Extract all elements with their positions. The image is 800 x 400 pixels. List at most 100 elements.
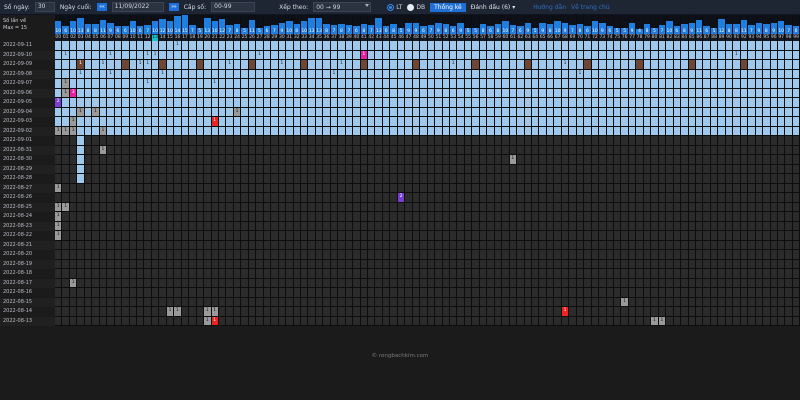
grid-cell[interactable] <box>218 107 227 117</box>
grid-cell[interactable] <box>479 297 488 307</box>
grid-cell[interactable] <box>375 164 383 174</box>
grid-cell[interactable] <box>92 259 100 269</box>
grid-cell[interactable] <box>517 98 525 108</box>
grid-cell[interactable] <box>278 164 287 174</box>
grid-cell[interactable] <box>599 240 607 250</box>
grid-cell[interactable] <box>166 231 175 241</box>
grid-cell[interactable] <box>271 240 279 250</box>
grid-cell[interactable] <box>278 269 287 279</box>
grid-cell[interactable] <box>442 259 451 269</box>
grid-cell[interactable] <box>263 231 272 241</box>
grid-cell[interactable] <box>55 164 63 174</box>
grid-cell[interactable] <box>584 259 592 269</box>
grid-cell[interactable] <box>636 164 644 174</box>
column-header-75[interactable]: 75 <box>613 34 621 41</box>
grid-cell[interactable] <box>286 316 294 326</box>
grid-cell[interactable] <box>271 136 279 146</box>
grid-cell[interactable] <box>136 164 145 174</box>
grid-cell[interactable] <box>487 250 495 260</box>
grid-cell[interactable] <box>472 69 480 79</box>
grid-cell[interactable] <box>62 269 70 279</box>
grid-cell[interactable] <box>315 117 324 127</box>
grid-cell[interactable] <box>643 98 652 108</box>
grid-cell[interactable] <box>84 50 93 60</box>
grid-cell[interactable] <box>569 79 577 89</box>
column-header-90[interactable]: 90 <box>725 34 733 41</box>
grid-cell[interactable] <box>688 117 696 127</box>
grid-cell[interactable] <box>211 88 219 98</box>
grid-cell[interactable] <box>740 145 749 155</box>
grid-cell[interactable] <box>241 174 249 184</box>
grid-cell[interactable] <box>770 316 778 326</box>
column-header-01[interactable]: 01 <box>62 34 69 41</box>
grid-cell[interactable] <box>315 136 324 146</box>
grid-cell[interactable] <box>218 316 227 326</box>
grid-cell[interactable] <box>733 136 741 146</box>
grid-cell[interactable] <box>464 41 473 51</box>
grid-cell[interactable] <box>62 259 70 269</box>
grid-cell[interactable] <box>733 231 741 241</box>
grid-cell[interactable] <box>233 88 242 98</box>
grid-cell[interactable] <box>450 183 458 193</box>
grid-cell[interactable] <box>122 50 130 60</box>
grid-cell[interactable] <box>748 221 756 231</box>
grid-cell[interactable] <box>688 79 696 89</box>
grid-cell[interactable] <box>84 41 93 51</box>
grid-cell[interactable] <box>643 269 652 279</box>
grid-cell[interactable] <box>748 240 756 250</box>
grid-cell[interactable] <box>412 231 421 241</box>
column-header-57[interactable]: 57 <box>479 34 487 41</box>
fastforward-icon[interactable]: »» <box>168 3 179 11</box>
grid-cell[interactable] <box>450 145 458 155</box>
grid-cell[interactable] <box>740 193 749 203</box>
grid-cell[interactable] <box>509 269 518 279</box>
grid-cell[interactable] <box>517 316 525 326</box>
grid-cell[interactable] <box>390 212 398 222</box>
grid-cell[interactable] <box>673 278 682 288</box>
grid-cell[interactable] <box>107 155 115 165</box>
grid-cell[interactable] <box>278 297 287 307</box>
grid-cell[interactable] <box>62 231 70 241</box>
grid-cell[interactable] <box>681 278 689 288</box>
grid-cell[interactable] <box>353 221 361 231</box>
grid-cell[interactable] <box>256 288 264 298</box>
grid-cell[interactable] <box>792 259 800 269</box>
grid-cell[interactable] <box>502 117 510 127</box>
grid-cell[interactable] <box>718 307 726 317</box>
grid-cell[interactable] <box>248 60 257 70</box>
grid-cell[interactable] <box>353 240 361 250</box>
grid-cell[interactable] <box>748 50 756 60</box>
grid-cell[interactable] <box>792 50 800 60</box>
grid-cell[interactable] <box>651 202 659 212</box>
grid-cell[interactable] <box>256 278 264 288</box>
grid-cell[interactable] <box>591 250 600 260</box>
grid-cell[interactable] <box>755 288 764 298</box>
grid-cell[interactable] <box>763 164 771 174</box>
grid-cell[interactable] <box>323 98 331 108</box>
grid-cell[interactable] <box>621 183 629 193</box>
grid-cell[interactable] <box>770 79 778 89</box>
grid-cell[interactable] <box>196 259 205 269</box>
grid-cell[interactable] <box>256 88 264 98</box>
grid-cell[interactable] <box>382 107 391 117</box>
column-header-84[interactable]: 84 <box>681 34 688 41</box>
grid-cell[interactable] <box>196 288 205 298</box>
grid-cell[interactable] <box>472 136 480 146</box>
grid-cell[interactable] <box>695 174 704 184</box>
grid-cell[interactable] <box>241 269 249 279</box>
grid-cell[interactable] <box>606 316 614 326</box>
column-header-02[interactable]: 02 <box>69 34 77 41</box>
grid-cell[interactable] <box>293 183 301 193</box>
column-header-74[interactable]: 74 <box>606 34 613 41</box>
grid-cell[interactable] <box>539 297 547 307</box>
grid-cell[interactable] <box>494 193 503 203</box>
grid-cell[interactable] <box>442 136 451 146</box>
grid-cell[interactable] <box>263 193 272 203</box>
grid-cell[interactable] <box>532 79 540 89</box>
grid-cell[interactable] <box>226 98 234 108</box>
grid-cell[interactable] <box>673 79 682 89</box>
grid-cell[interactable] <box>539 136 547 146</box>
grid-cell[interactable] <box>315 221 324 231</box>
grid-cell[interactable] <box>442 221 451 231</box>
grid-cell[interactable] <box>695 250 704 260</box>
